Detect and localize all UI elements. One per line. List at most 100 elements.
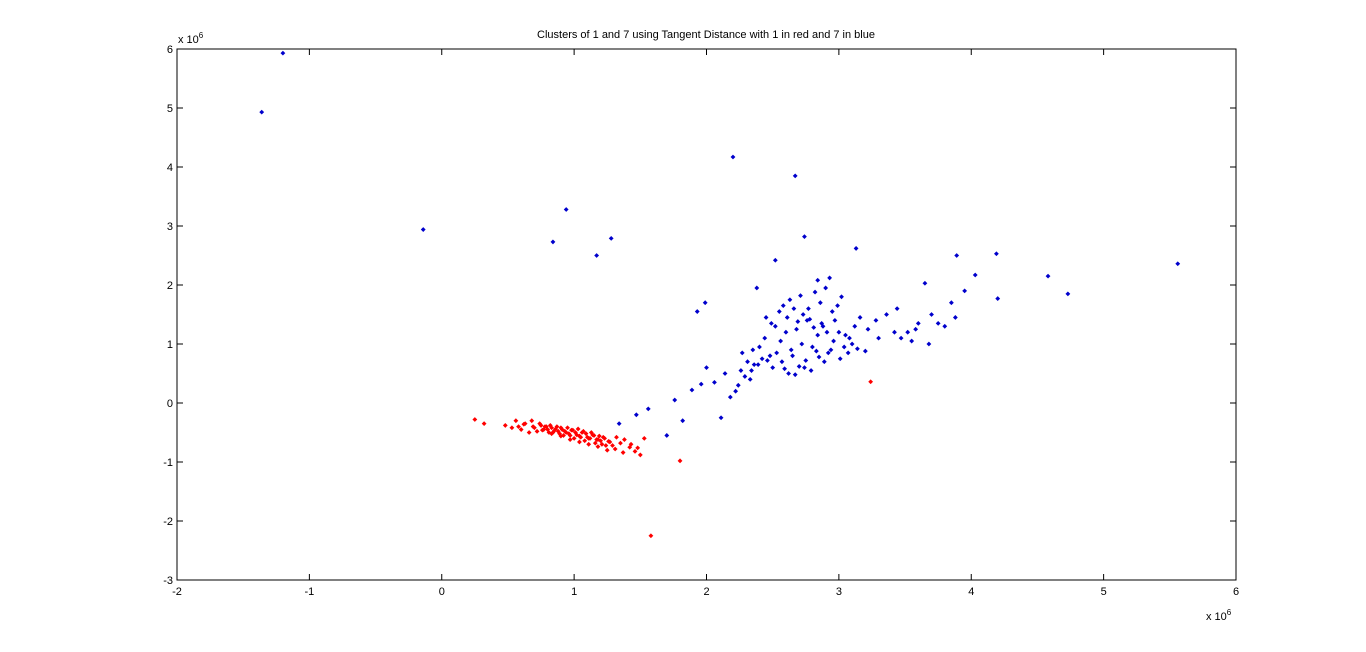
- data-point: [812, 289, 818, 295]
- data-point: [868, 379, 874, 385]
- data-point: [929, 312, 934, 317]
- data-point: [747, 377, 753, 382]
- data-point: [745, 359, 750, 365]
- data-point: [750, 347, 756, 353]
- data-point: [599, 441, 605, 447]
- data-point: [803, 358, 809, 363]
- data-point: [898, 335, 904, 341]
- data-point: [587, 436, 593, 441]
- data-point: [894, 306, 900, 311]
- data-point: [954, 253, 960, 258]
- data-point: [855, 346, 860, 352]
- data-point: [770, 365, 776, 370]
- data-point: [577, 439, 582, 445]
- data-point: [733, 388, 739, 394]
- data-point: [749, 368, 754, 373]
- data-point: [575, 426, 581, 432]
- data-point: [694, 309, 700, 314]
- data-point: [757, 344, 762, 350]
- data-point: [573, 430, 578, 435]
- data-point: [792, 173, 798, 179]
- y-tick-label: 4: [167, 162, 173, 174]
- data-point: [645, 406, 651, 412]
- data-point: [817, 300, 823, 306]
- x-tick-label: 0: [439, 586, 445, 598]
- x-tick-label: 4: [968, 586, 974, 598]
- data-point: [802, 365, 807, 370]
- data-point: [791, 306, 797, 311]
- data-point: [852, 323, 858, 329]
- data-point: [521, 421, 527, 427]
- y-tick-label: 6: [167, 44, 173, 56]
- data-point: [759, 356, 765, 362]
- data-point: [815, 332, 821, 338]
- data-point: [782, 366, 788, 372]
- data-point: [807, 316, 813, 322]
- data-point: [592, 440, 598, 446]
- data-point: [905, 329, 911, 335]
- y-tick-label: 5: [167, 103, 173, 115]
- data-point: [845, 350, 851, 356]
- data-point: [571, 436, 577, 441]
- data-point: [751, 362, 757, 368]
- y-tick-label: 1: [167, 339, 173, 351]
- data-point: [832, 318, 838, 323]
- data-point: [582, 438, 588, 444]
- data-point: [677, 458, 683, 464]
- y-tick-label: -3: [163, 575, 173, 587]
- data-point: [952, 315, 958, 320]
- data-point: [532, 425, 537, 431]
- x-tick-label: 3: [836, 586, 842, 598]
- data-point: [913, 326, 919, 332]
- data-point: [558, 433, 564, 439]
- data-point: [542, 424, 548, 429]
- data-point: [783, 329, 789, 335]
- x-tick-label: 5: [1101, 586, 1107, 598]
- data-point: [788, 347, 794, 353]
- data-point: [884, 312, 889, 317]
- data-point: [972, 272, 978, 278]
- data-point: [762, 335, 768, 341]
- data-point: [610, 443, 615, 448]
- plot-area: [176, 48, 1237, 581]
- data-point: [772, 323, 778, 329]
- data-point: [577, 433, 582, 439]
- data-point: [763, 315, 769, 320]
- data-point: [614, 434, 619, 440]
- y-tick-label: -2: [163, 516, 173, 528]
- data-point: [821, 359, 827, 365]
- data-point: [813, 348, 819, 354]
- data-point: [727, 394, 733, 400]
- data-point: [586, 441, 592, 447]
- data-point: [648, 533, 654, 539]
- data-point: [553, 426, 558, 432]
- data-point: [1045, 273, 1051, 279]
- data-point: [502, 423, 508, 428]
- data-point: [545, 427, 551, 432]
- data-point: [835, 303, 840, 309]
- data-point: [546, 430, 552, 435]
- data-point: [806, 306, 811, 311]
- data-point: [509, 425, 515, 431]
- data-point: [819, 320, 825, 326]
- data-point: [909, 338, 915, 344]
- y-tick-label: 0: [167, 398, 173, 410]
- data-point: [802, 234, 807, 240]
- data-point: [730, 154, 736, 160]
- data-point: [569, 427, 574, 433]
- x-tick-label: 6: [1233, 586, 1239, 598]
- data-point: [754, 285, 760, 291]
- y-tick-label: 2: [167, 280, 173, 292]
- data-point: [547, 423, 553, 428]
- data-point: [550, 239, 556, 245]
- data-point: [616, 421, 622, 427]
- x-tick-label: 1: [571, 586, 577, 598]
- data-point: [772, 257, 778, 263]
- data-point: [892, 329, 897, 335]
- data-point: [420, 227, 426, 232]
- data-point: [790, 353, 795, 359]
- axis-multiplier: x 106: [1206, 608, 1232, 623]
- data-point: [604, 447, 610, 453]
